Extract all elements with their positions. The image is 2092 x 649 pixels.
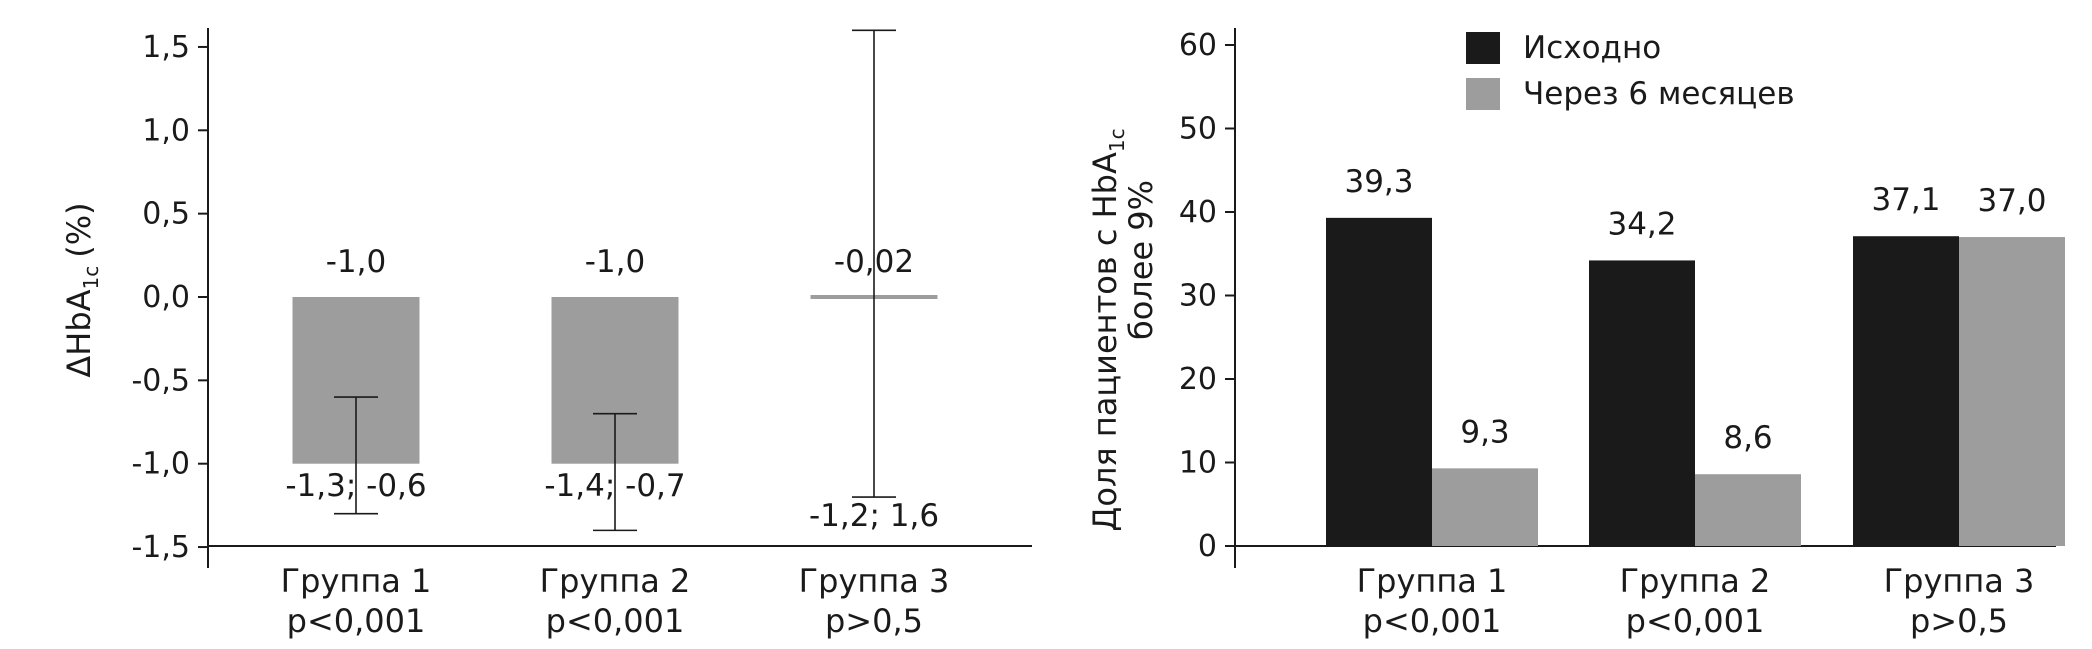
right-pvalue-label: p>0,5 [1910,602,2008,640]
right-category-label: Группа 2 [1620,562,1771,600]
right-y-tick-label: 20 [1179,362,1217,397]
right-y-tick-label: 30 [1179,279,1217,314]
right-bar-6-months [1695,474,1801,546]
right-pvalue-label: p<0,001 [1626,602,1765,640]
right-value-label: 37,1 [1871,182,1940,218]
left-y-tick-label: 1,0 [142,113,190,148]
left-category-label: Группа 2 [540,562,691,600]
right-y-axis-title-line2: более 9% [1122,180,1160,340]
legend-swatch-baseline [1466,32,1500,64]
left-pvalue-label: p<0,001 [287,602,426,640]
left-value-label: -1,0 [585,244,646,280]
left-y-tick-label: 0,5 [142,197,190,232]
right-y-tick-label: 0 [1198,529,1217,564]
right-bar-baseline [1326,217,1432,546]
left-value-label: -0,02 [834,244,914,280]
right-y-ticks: 60 50 40 30 20 10 0 [1179,28,1235,564]
right-bar-6-months [1959,237,2065,547]
right-bar-baseline [1589,260,1695,546]
left-chart: ΔHbA1c(%) 1,51,00,50,0-0,5-1,0-1,5 -1,0-… [60,28,1032,640]
left-ci-label: -1,3; -0,6 [285,468,426,504]
left-ci-label: -1,2; 1,6 [809,498,939,534]
right-pvalue-label: p<0,001 [1363,602,1502,640]
left-y-axis-title-main: ΔHbA [60,289,98,377]
right-data-labels: 39,3 34,2 37,1 9,3 8,6 37,0 [1344,164,2046,456]
right-y-axis-title: Доля пациентов с HbA1c [1086,128,1129,531]
right-value-label: 34,2 [1607,206,1676,242]
legend-label-baseline: Исходно [1523,30,1661,66]
left-category-label: Группа 3 [799,562,950,600]
left-y-axis-title: ΔHbA1c (%) [60,202,103,377]
left-category-label: Группа 1 [281,562,432,600]
right-y-tick-label: 50 [1179,112,1217,147]
legend: Исходно Через 6 месяцев [1466,30,1795,112]
left-value-label: -1,0 [326,244,387,280]
left-y-axis-title-sub: 1c [79,266,103,290]
right-category-label: Группа 3 [1884,562,2035,600]
right-value-label: 39,3 [1344,164,1413,200]
right-y-tick-label: 40 [1179,195,1217,230]
right-value-label: 8,6 [1723,420,1772,456]
left-y-tick-label: 1,5 [142,30,190,65]
right-bars [1326,217,2065,547]
left-error-bars [334,29,896,532]
left-y-tick-label: -1,5 [131,530,190,565]
right-bar-baseline [1853,236,1959,546]
left-y-ticks: 1,5 1,0 0,5 0,0 -0,5 -1,0 -1,5 [131,30,208,565]
right-chart: Доля пациентов с HbA1c более 9% 60 50 40 30… [1086,28,2065,640]
legend-label-6-months: Через 6 месяцев [1523,76,1795,112]
left-y-tick-label: 0,0 [142,280,190,315]
right-y-axis-title-line1: Доля пациентов с HbA [1086,152,1124,532]
left-pvalue-label: p>0,5 [825,602,923,640]
right-category-label: Группа 1 [1357,562,1508,600]
legend-swatch-6-months [1466,78,1500,110]
left-y-tick-label: -0,5 [131,363,190,398]
right-y-tick-label: 10 [1179,446,1217,481]
right-value-label: 9,3 [1460,414,1509,450]
right-value-label: 37,0 [1977,183,2046,219]
left-y-axis-title-suffix: (%) [60,202,98,257]
left-y-tick-label: -1,0 [131,447,190,482]
right-y-axis-title-sub: 1c [1105,128,1129,152]
right-bar-6-months [1432,468,1538,546]
left-ci-label: -1,4; -0,7 [544,468,685,504]
left-data-labels: -1,0 -1,3; -0,6 -1,0 -1,4; -0,7 -0,02 -1,2; 1… [285,244,939,534]
left-pvalue-label: p<0,001 [546,602,685,640]
right-y-tick-label: 60 [1179,28,1217,63]
